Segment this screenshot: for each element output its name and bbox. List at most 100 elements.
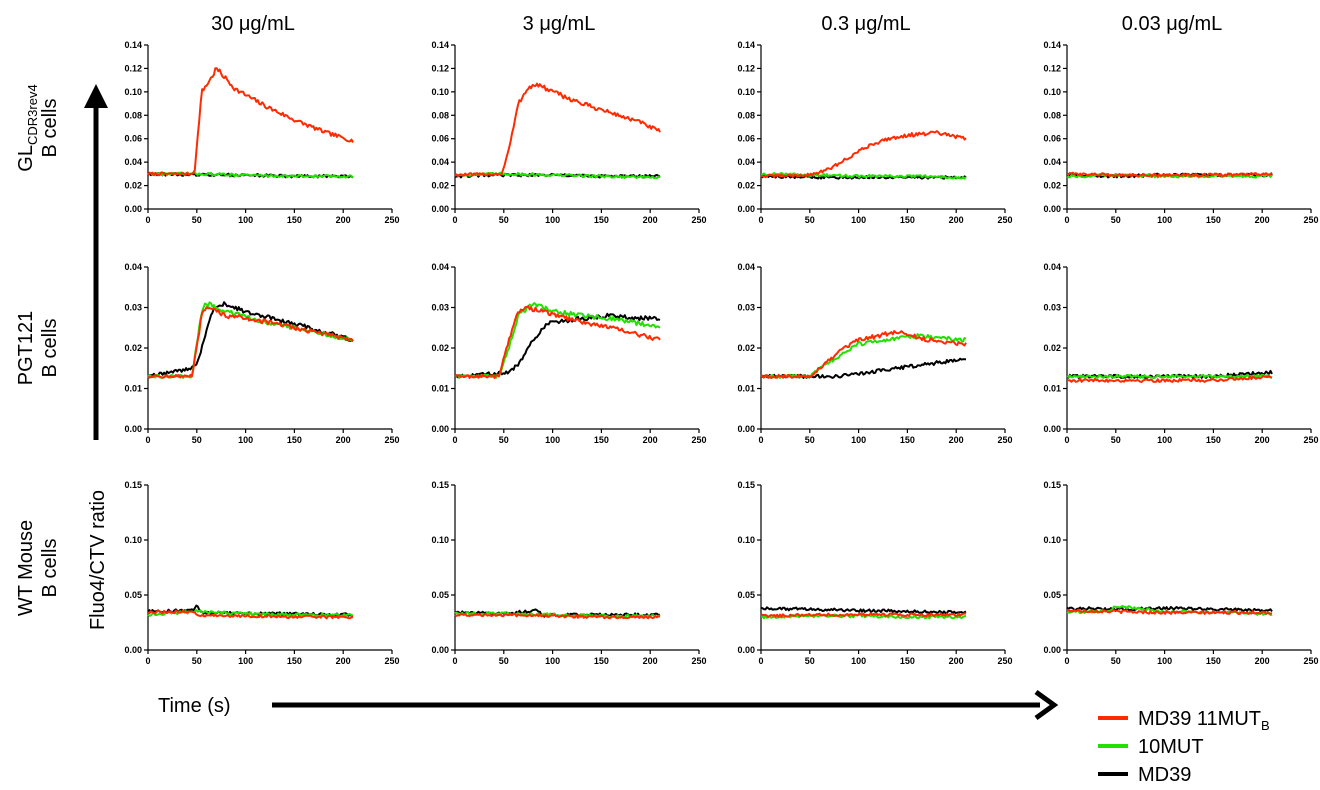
row-label-pgt121: PGT121 B cells	[15, 311, 61, 385]
panel-r2-c1: 0.00 0.05 0.10 0.15 0 50 100 150 200 250	[431, 480, 706, 666]
y-tick-label: 0.01	[737, 384, 755, 394]
y-tick-label: 0.00	[431, 204, 449, 214]
y-tick-label: 0.00	[431, 645, 449, 655]
x-tick-label: 250	[384, 435, 399, 445]
x-tick-label: 150	[287, 215, 302, 225]
y-tick-label: 0.00	[1043, 645, 1061, 655]
y-tick-label: 0.10	[737, 87, 755, 97]
x-tick-label: 50	[192, 435, 202, 445]
series-line-md39-11mut	[1067, 375, 1273, 383]
x-tick-label: 50	[805, 656, 815, 666]
y-tick-label: 0.12	[737, 63, 755, 73]
x-arrow-head	[1034, 689, 1059, 721]
y-axis-title: Fluo4/CTV ratio	[87, 490, 109, 630]
panel-r2-c0: 0.00 0.05 0.10 0.15 0 50 100 150 200 250	[124, 480, 399, 666]
x-tick-label: 0	[1064, 435, 1069, 445]
panels: 0.00 0.02 0.04 0.06 0.08 0.10 0.12 0.14 0 50 100 15…	[124, 40, 1318, 666]
y-tick-label: 0.10	[124, 87, 142, 97]
x-tick-label: 200	[643, 656, 658, 666]
row-label-wt-main: WT Mouse	[15, 520, 37, 616]
panel-r2-c3: 0.00 0.05 0.10 0.15 0 50 100 150 200 250	[1043, 480, 1318, 666]
y-tick-label: 0.14	[1043, 40, 1061, 50]
x-axis-title: Time (s)	[158, 695, 231, 717]
x-tick-label: 100	[851, 656, 866, 666]
series-line-md39-11mut	[760, 130, 967, 179]
y-tick-label: 0.05	[124, 590, 142, 600]
x-tick-label: 100	[1157, 215, 1172, 225]
column-title-30: 30 μg/mL	[211, 13, 295, 35]
y-tick-label: 0.04	[737, 262, 755, 272]
x-tick-label: 100	[545, 215, 560, 225]
x-tick-label: 50	[805, 215, 815, 225]
y-tick-label: 0.15	[1043, 480, 1061, 490]
row-label-gl-bcells: B cells	[39, 99, 61, 158]
column-title-0-03: 0.03 μg/mL	[1122, 13, 1222, 35]
y-tick-label: 0.04	[1043, 157, 1061, 167]
legend: MD39 11MUTB 10MUT MD39	[1098, 708, 1270, 786]
series-line-md39	[454, 312, 661, 379]
y-tick-label: 0.14	[431, 40, 449, 50]
x-tick-label: 250	[1303, 656, 1318, 666]
x-tick-label: 200	[1255, 656, 1270, 666]
series-line-md39-11mut	[1066, 171, 1273, 178]
x-tick-label: 150	[594, 215, 609, 225]
x-tick-label: 150	[1206, 656, 1221, 666]
x-tick-label: 250	[384, 215, 399, 225]
x-tick-label: 50	[1111, 435, 1121, 445]
legend-label-10mut: 10MUT	[1138, 736, 1204, 758]
x-tick-label: 0	[758, 215, 763, 225]
column-title-3: 3 μg/mL	[523, 13, 596, 35]
x-tick-label: 0	[452, 215, 457, 225]
y-tick-label: 0.03	[1043, 303, 1061, 313]
y-tick-label: 0.15	[431, 480, 449, 490]
x-tick-label: 200	[336, 435, 351, 445]
x-tick-label: 150	[594, 435, 609, 445]
series-line-md39-11mut	[454, 82, 661, 178]
row-label-pgt121-main: PGT121	[15, 311, 37, 385]
x-tick-label: 200	[336, 656, 351, 666]
y-arrow-head	[84, 84, 108, 108]
y-tick-label: 0.04	[124, 262, 142, 272]
series-line-md39-11mut	[147, 609, 354, 620]
series-line-md39-11mut	[1066, 608, 1273, 615]
y-tick-label: 0.06	[1043, 134, 1061, 144]
row-label-gl-sub: CDR3rev4	[25, 84, 40, 145]
panel-r0-c2: 0.00 0.02 0.04 0.06 0.08 0.10 0.12 0.14 0 50 100 15…	[737, 40, 1012, 225]
y-tick-label: 0.14	[737, 40, 755, 50]
y-tick-label: 0.12	[431, 63, 449, 73]
series-line-md39-11mut	[147, 67, 354, 177]
series-line-md39-11mut	[147, 306, 354, 379]
x-tick-label: 100	[851, 215, 866, 225]
y-tick-label: 0.02	[1043, 181, 1061, 191]
x-tick-label: 100	[545, 656, 560, 666]
x-tick-label: 100	[238, 215, 253, 225]
x-tick-label: 50	[499, 215, 509, 225]
panel-r1-c0: 0.00 0.01 0.02 0.03 0.04 0 50 100 150 200 250	[124, 262, 399, 445]
y-tick-label: 0.08	[737, 110, 755, 120]
x-tick-label: 50	[499, 435, 509, 445]
column-title-0-3: 0.3 μg/mL	[821, 13, 910, 35]
y-tick-label: 0.15	[124, 480, 142, 490]
y-tick-label: 0.06	[737, 134, 755, 144]
y-tick-label: 0.10	[431, 87, 449, 97]
row-label-gl-main: GL	[15, 145, 37, 172]
y-tick-label: 0.02	[431, 181, 449, 191]
y-tick-label: 0.14	[124, 40, 142, 50]
x-tick-label: 200	[949, 435, 964, 445]
y-tick-label: 0.12	[1043, 63, 1061, 73]
x-tick-label: 150	[900, 435, 915, 445]
x-tick-label: 250	[691, 656, 706, 666]
x-tick-label: 50	[192, 656, 202, 666]
y-tick-label: 0.10	[737, 535, 755, 545]
x-tick-label: 250	[691, 435, 706, 445]
x-tick-label: 50	[1111, 656, 1121, 666]
series-line-md39-11mut	[760, 330, 967, 379]
y-tick-label: 0.08	[124, 110, 142, 120]
x-tick-label: 150	[287, 656, 302, 666]
row-label-pgt121-bcells: B cells	[39, 319, 61, 378]
x-tick-label: 150	[1206, 215, 1221, 225]
panel-r0-c0: 0.00 0.02 0.04 0.06 0.08 0.10 0.12 0.14 0 50 100 15…	[124, 40, 399, 225]
x-tick-label: 200	[949, 656, 964, 666]
x-tick-label: 100	[238, 656, 253, 666]
